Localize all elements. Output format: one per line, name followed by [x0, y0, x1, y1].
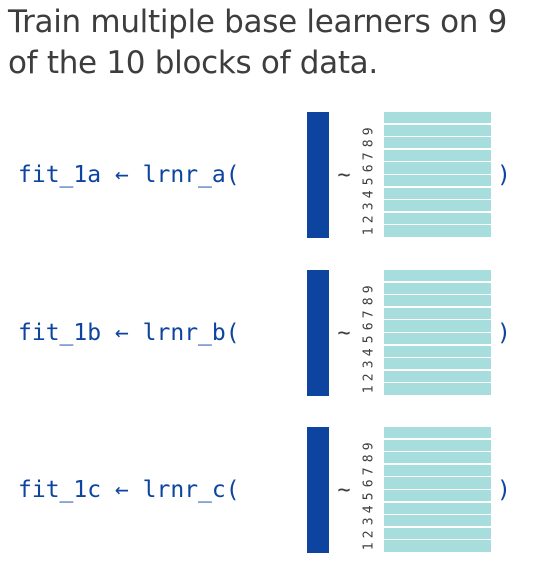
code-expression: fit_1c ← lrnr_c( [18, 427, 240, 553]
data-stripe [384, 464, 491, 476]
open-paren: ( [225, 320, 240, 346]
data-stripe [384, 345, 491, 357]
data-block [384, 427, 491, 553]
fit-name: fit_1c [18, 477, 102, 503]
fold-numbers: 1 2 3 4 5 6 7 8 9 [358, 427, 380, 553]
outcome-bar [307, 427, 329, 553]
data-stripe [384, 162, 491, 174]
open-paren: ( [225, 162, 240, 188]
data-stripe [384, 282, 491, 294]
data-stripe [384, 358, 491, 370]
data-stripe [384, 490, 491, 502]
data-stripe [384, 540, 491, 552]
fit-name: fit_1b [18, 320, 102, 346]
learner-name: lrnr_a [142, 162, 226, 188]
data-stripe [384, 137, 491, 149]
data-stripe [384, 112, 491, 124]
code-expression: fit_1a ← lrnr_a( [18, 112, 240, 238]
data-stripe [384, 149, 491, 161]
code-expression: fit_1b ← lrnr_b( [18, 270, 240, 396]
data-stripe [384, 383, 491, 395]
tilde-symbol: ~ [337, 477, 351, 503]
fold-numbers: 1 2 3 4 5 6 7 8 9 [358, 270, 380, 396]
fold-number: 9 [361, 284, 377, 293]
data-stripe [384, 527, 491, 539]
data-stripe [384, 187, 491, 199]
tilde-symbol: ~ [337, 162, 351, 188]
learner-name: lrnr_b [142, 320, 226, 346]
fold-numbers: 1 2 3 4 5 6 7 8 9 [358, 112, 380, 238]
data-stripe [384, 124, 491, 136]
outcome-bar [307, 270, 329, 396]
learner-row-c: fit_1c ← lrnr_c( ~ 1 2 3 4 5 6 7 8 9 ) [0, 427, 541, 553]
assign-arrow: ← [114, 320, 129, 346]
fold-number: 9 [361, 126, 377, 135]
open-paren: ( [225, 477, 240, 503]
data-stripe [384, 427, 491, 439]
tilde-symbol: ~ [337, 320, 351, 346]
close-paren: ) [497, 477, 511, 503]
data-stripe [384, 295, 491, 307]
data-stripe [384, 212, 491, 224]
data-stripe [384, 225, 491, 237]
data-stripe [384, 502, 491, 514]
close-paren: ) [497, 162, 511, 188]
learner-row-a: fit_1a ← lrnr_a( ~ 1 2 3 4 5 6 7 8 9 ) [0, 112, 541, 238]
fit-name: fit_1a [18, 162, 102, 188]
data-stripe [384, 452, 491, 464]
data-stripe [384, 270, 491, 282]
data-stripe [384, 307, 491, 319]
data-stripe [384, 333, 491, 345]
outcome-bar [307, 112, 329, 238]
data-block [384, 112, 491, 238]
data-stripe [384, 477, 491, 489]
assign-arrow: ← [114, 477, 129, 503]
data-stripe [384, 515, 491, 527]
assign-arrow: ← [114, 162, 129, 188]
page-title: Train multiple base learners on 9 of the… [8, 4, 508, 81]
learner-row-b: fit_1b ← lrnr_b( ~ 1 2 3 4 5 6 7 8 9 ) [0, 270, 541, 396]
fold-number: 9 [361, 441, 377, 450]
data-stripe [384, 200, 491, 212]
learner-name: lrnr_c [142, 477, 226, 503]
data-stripe [384, 439, 491, 451]
data-stripe [384, 175, 491, 187]
data-stripe [384, 320, 491, 332]
data-stripe [384, 370, 491, 382]
close-paren: ) [497, 320, 511, 346]
data-block [384, 270, 491, 396]
